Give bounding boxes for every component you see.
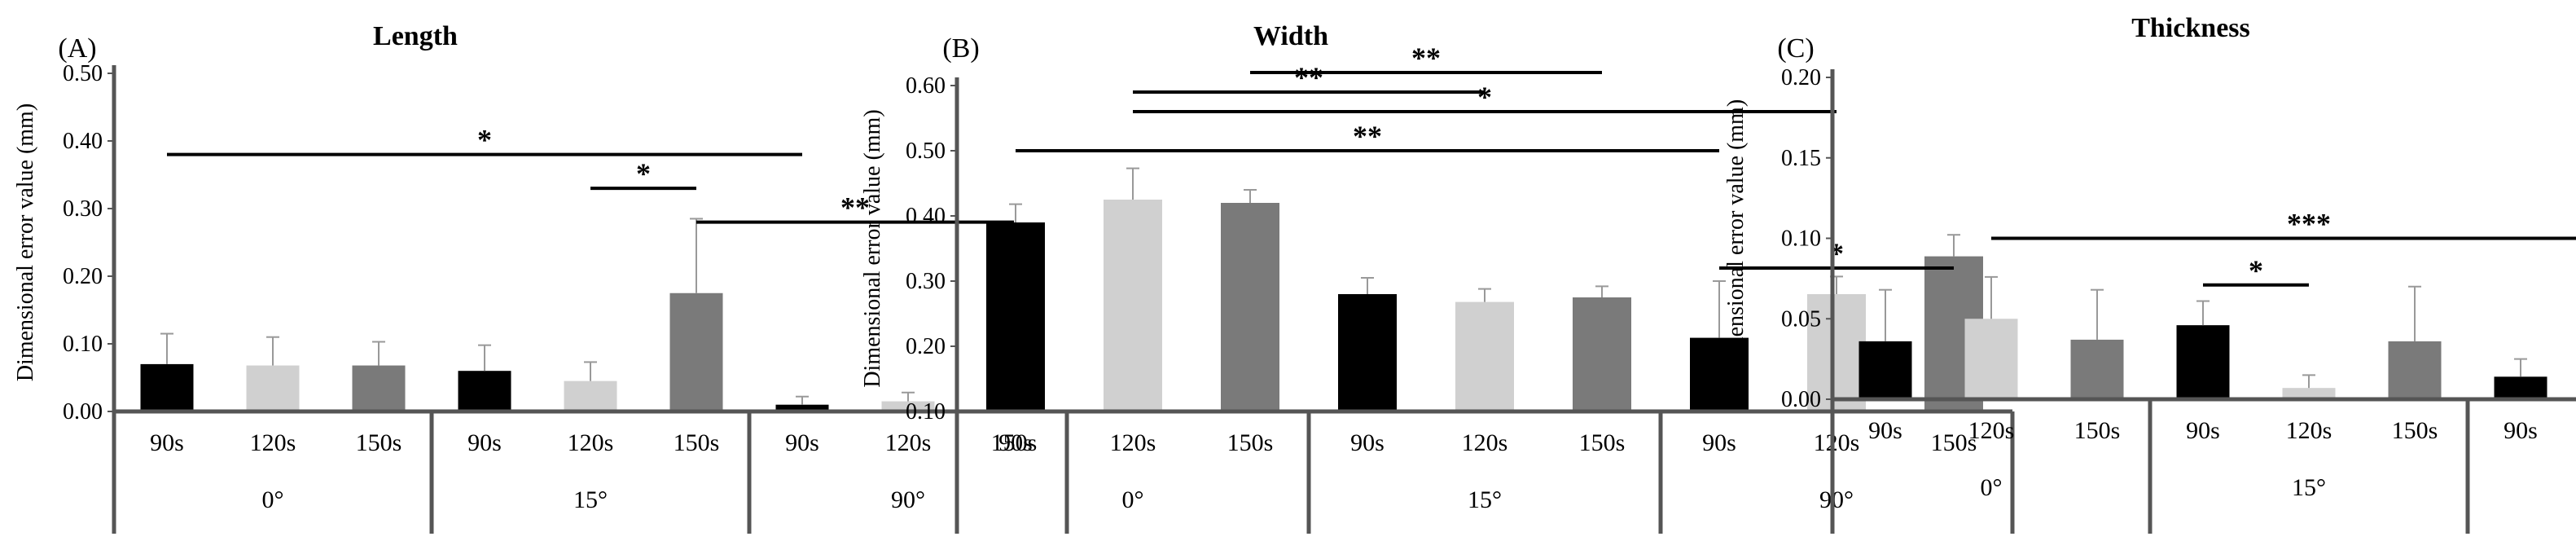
x-tick-label: 120s — [1110, 429, 1156, 456]
x-tick-label: 90s — [2504, 417, 2538, 444]
bar — [2494, 376, 2547, 399]
bar — [140, 363, 194, 411]
x-tick-label: 90s — [785, 429, 819, 456]
y-tick-label: 0.30 — [906, 269, 946, 294]
panel-label: (B) — [942, 33, 979, 64]
group-label: 0° — [262, 486, 284, 513]
group-label: 0° — [1122, 486, 1144, 513]
y-tick-label: 0.20 — [63, 264, 103, 289]
x-tick-label: 90s — [1868, 417, 1902, 444]
y-tick-label: 0.10 — [906, 399, 946, 424]
y-axis-title: Dimensional error value (mm) — [13, 103, 38, 381]
significance-label: ** — [1353, 120, 1382, 152]
x-tick-label: 90s — [150, 429, 184, 456]
significance-label: ** — [840, 191, 870, 224]
group-label: 15° — [573, 486, 608, 513]
y-axis-title: Dimensional error value (mm) — [1723, 99, 1749, 377]
bar — [1964, 319, 2018, 399]
significance-label: * — [477, 124, 492, 156]
x-tick-label: 120s — [1462, 429, 1508, 456]
x-tick-label: 90s — [998, 429, 1033, 456]
y-axis-title: Dimensional error value (mm) — [860, 109, 885, 387]
bar — [1455, 301, 1514, 411]
x-tick-label: 150s — [991, 429, 1038, 456]
chart-panel-1: (A) Length 0.00 0.10 0.20 0.30 0.40 0.50 Dimensi… — [13, 21, 1069, 534]
bar — [1807, 294, 1866, 411]
y-tick-label: 0.10 — [63, 332, 103, 357]
bar — [564, 380, 617, 411]
significance-label: ** — [1294, 61, 1323, 94]
y-tick-label: 0.60 — [906, 73, 946, 99]
bar — [458, 371, 511, 411]
y-tick-label: 0.20 — [906, 334, 946, 359]
y-tick-label: 0.15 — [1781, 146, 1821, 171]
bar — [669, 292, 723, 411]
significance-label: * — [1477, 81, 1492, 113]
significance-label: * — [636, 157, 651, 190]
x-tick-label: 90s — [1702, 429, 1736, 456]
group-label: 90° — [891, 486, 925, 513]
chart-title: Thickness — [2131, 13, 2250, 43]
y-tick-label: 0.50 — [63, 61, 103, 86]
bar — [2176, 325, 2230, 399]
chart-title: Length — [373, 21, 458, 51]
bar — [2388, 341, 2442, 399]
bar — [1573, 297, 1631, 411]
y-tick-label: 0.05 — [1781, 306, 1821, 332]
y-tick-label: 0.40 — [906, 204, 946, 229]
x-tick-label: 150s — [1227, 429, 1274, 456]
group-label: 15° — [2292, 474, 2326, 501]
bar — [1338, 294, 1397, 411]
chart-title: Width — [1253, 21, 1328, 51]
x-tick-label: 120s — [2286, 417, 2332, 444]
chart-panel-2: (B) Width 0.10 0.20 0.30 0.40 0.50 0.60 Dimensio… — [860, 21, 2015, 534]
x-tick-label: 90s — [1350, 429, 1385, 456]
x-tick-label: 120s — [1968, 417, 2015, 444]
bar — [1858, 341, 1912, 399]
y-tick-label: 0.10 — [1781, 227, 1821, 252]
y-tick-label: 0.50 — [906, 139, 946, 164]
group-label: 90° — [1819, 486, 1854, 513]
panel-label: (A) — [58, 33, 96, 64]
significance-label: *** — [2287, 208, 2331, 240]
x-tick-label: 120s — [885, 429, 932, 456]
bar — [1690, 337, 1749, 411]
y-tick-label: 0.30 — [63, 196, 103, 222]
y-tick-label: 0.20 — [1781, 65, 1821, 90]
group-label: 15° — [1468, 486, 1502, 513]
x-tick-label: 90s — [467, 429, 502, 456]
bar — [2282, 388, 2336, 399]
x-tick-label: 150s — [1579, 429, 1626, 456]
bar — [986, 222, 1045, 411]
panel-label: (C) — [1777, 33, 1814, 64]
bar — [775, 404, 829, 411]
x-tick-label: 150s — [674, 429, 720, 456]
group-label: 0° — [1981, 474, 2003, 501]
bar — [2070, 339, 2124, 399]
x-tick-label: 150s — [1931, 429, 1977, 456]
y-tick-label: 0.00 — [1781, 387, 1821, 412]
y-tick-label: 0.00 — [63, 399, 103, 424]
bar — [1104, 200, 1162, 411]
bar — [1221, 203, 1279, 411]
bar — [246, 365, 300, 411]
x-tick-label: 120s — [250, 429, 296, 456]
chart-panel-3: (C) Thickness 0.00 0.05 0.10 0.15 0.20 Dimensio… — [1723, 13, 2576, 534]
x-tick-label: 90s — [2186, 417, 2220, 444]
x-tick-label: 120s — [568, 429, 614, 456]
significance-label: * — [2249, 254, 2263, 287]
y-tick-label: 0.40 — [63, 129, 103, 154]
bar — [881, 401, 935, 411]
significance-label: ** — [1411, 42, 1441, 74]
x-tick-label: 150s — [2392, 417, 2438, 444]
x-tick-label: 150s — [2074, 417, 2121, 444]
x-tick-label: 150s — [356, 429, 402, 456]
bar — [352, 365, 406, 411]
x-tick-label: 120s — [1814, 429, 1860, 456]
